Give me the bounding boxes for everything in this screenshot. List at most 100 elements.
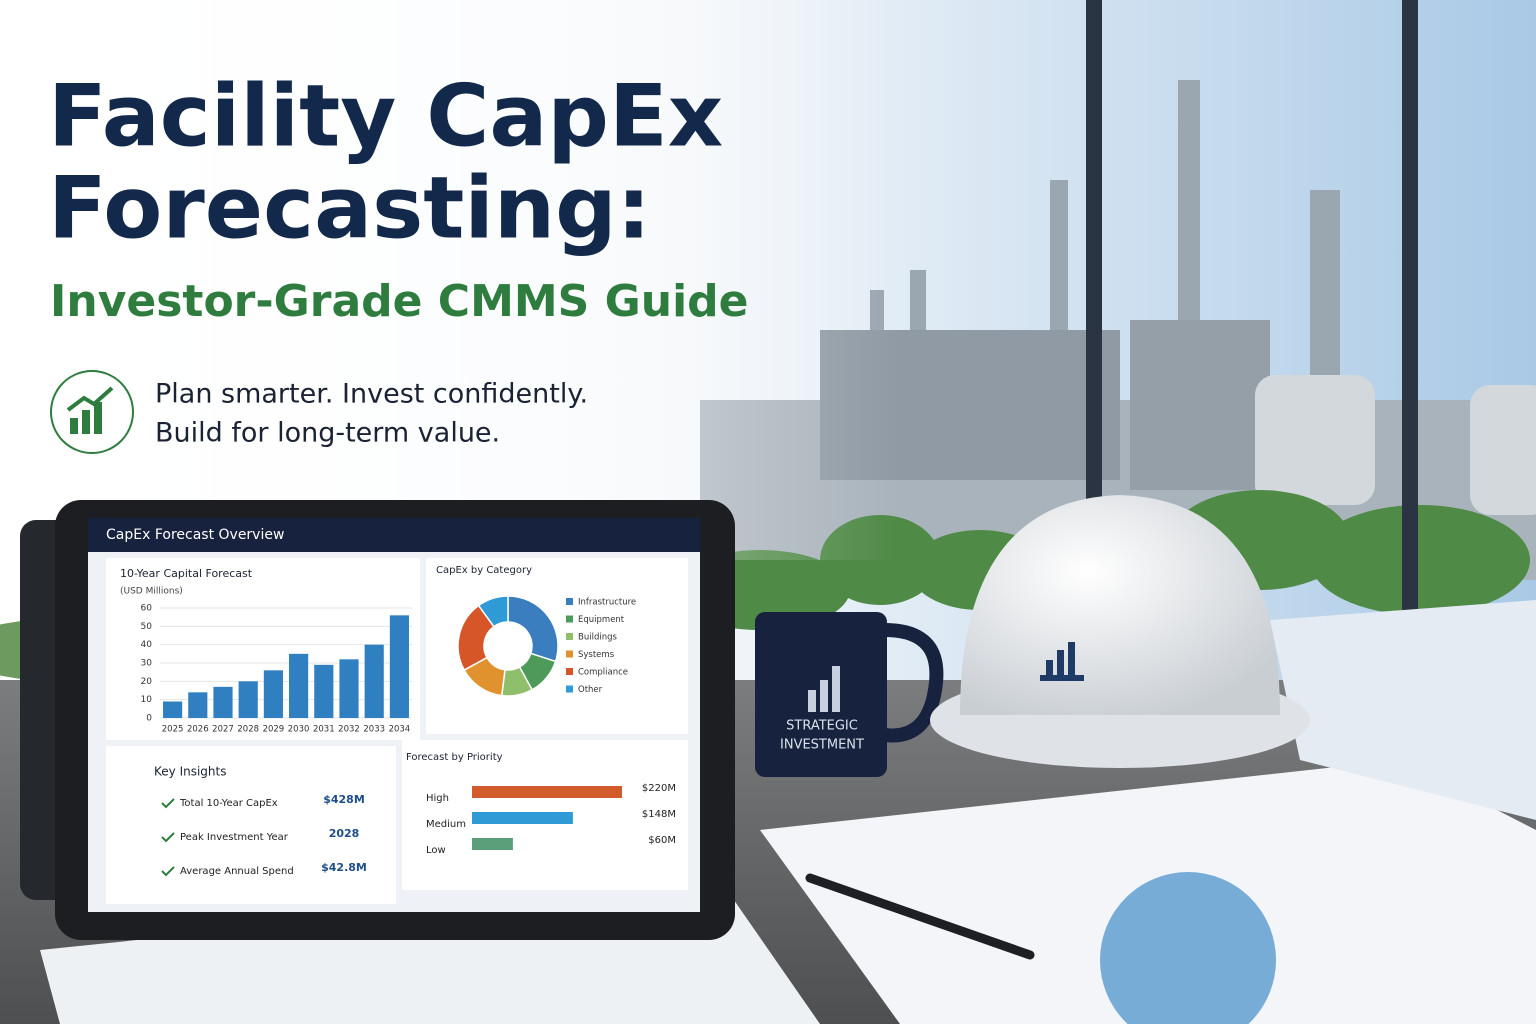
insight-value: $42.8M bbox=[321, 861, 367, 874]
x-tick-label: 2034 bbox=[389, 725, 411, 735]
mug-logo bbox=[808, 690, 816, 712]
legend-label: Systems bbox=[578, 650, 615, 660]
growth-icon bbox=[50, 370, 134, 454]
panel bbox=[106, 746, 396, 904]
bar bbox=[263, 670, 283, 718]
icon-arrow bbox=[66, 386, 114, 412]
y-tick-label: 30 bbox=[141, 659, 153, 669]
mug-logo bbox=[820, 680, 828, 712]
bar bbox=[188, 692, 208, 718]
legend-swatch bbox=[566, 668, 573, 675]
bar bbox=[339, 659, 359, 718]
tablet: CapEx Forecast Overview 10-Year Capital … bbox=[20, 500, 735, 940]
tagline: Plan smarter. Invest confidently. bbox=[155, 379, 588, 410]
tank bbox=[1255, 375, 1375, 505]
category-label: Medium bbox=[426, 819, 466, 830]
bar bbox=[314, 664, 334, 718]
hat-logo bbox=[1040, 675, 1084, 681]
x-tick-label: 2027 bbox=[212, 725, 234, 735]
bar bbox=[389, 615, 409, 718]
donut-slice bbox=[477, 595, 509, 628]
icon-circle bbox=[50, 370, 134, 454]
hat-dome bbox=[960, 495, 1280, 715]
mug-handle bbox=[884, 623, 944, 743]
y-tick-label: 60 bbox=[141, 604, 153, 614]
legend-label: Buildings bbox=[578, 633, 617, 643]
tagline: Build for long-term value. bbox=[155, 418, 500, 449]
bar bbox=[472, 838, 513, 850]
y-tick-label: 40 bbox=[141, 640, 153, 650]
legend-swatch bbox=[566, 633, 573, 640]
check-icon bbox=[161, 866, 175, 877]
y-tick-label: 10 bbox=[141, 695, 153, 705]
check-icon bbox=[161, 832, 175, 843]
plant-block bbox=[1130, 320, 1270, 490]
value-label: $220M bbox=[642, 783, 676, 794]
insight-label: Peak Investment Year bbox=[180, 832, 289, 843]
screen-header bbox=[88, 518, 700, 552]
panel-title: Forecast by Priority bbox=[406, 752, 503, 763]
legend-label: Infrastructure bbox=[578, 598, 636, 608]
hat-logo bbox=[1057, 650, 1064, 675]
insight-label: Average Annual Spend bbox=[180, 866, 294, 877]
bar bbox=[163, 701, 183, 718]
bar bbox=[364, 644, 384, 718]
x-tick-label: 2029 bbox=[263, 725, 285, 735]
blueprint-roll bbox=[1270, 600, 1536, 820]
legend-label: Compliance bbox=[578, 668, 628, 678]
subtitle: Investor-Grade CMMS Guide bbox=[50, 276, 749, 327]
insight-value: 2028 bbox=[329, 827, 360, 840]
chimney bbox=[1178, 80, 1200, 380]
icon-bar bbox=[70, 418, 78, 434]
insight-value: $428M bbox=[323, 793, 365, 806]
x-tick-label: 2031 bbox=[313, 725, 335, 735]
x-tick-label: 2033 bbox=[363, 725, 385, 735]
x-tick-label: 2032 bbox=[338, 725, 360, 735]
bar bbox=[238, 681, 258, 718]
legend-swatch bbox=[566, 615, 573, 623]
title-line: Forecasting: bbox=[48, 158, 651, 258]
x-tick-label: 2026 bbox=[187, 725, 209, 735]
x-tick-label: 2028 bbox=[237, 725, 259, 735]
hat-logo bbox=[1068, 642, 1075, 675]
tank bbox=[1470, 385, 1536, 515]
check-icon bbox=[161, 798, 175, 809]
bar bbox=[213, 686, 233, 718]
tree bbox=[1310, 505, 1530, 615]
icon-bar bbox=[94, 402, 102, 434]
y-tick-label: 50 bbox=[141, 622, 153, 632]
x-tick-label: 2025 bbox=[162, 725, 184, 735]
panel-title: Key Insights bbox=[154, 765, 226, 779]
dashboard-title: CapEx Forecast Overview bbox=[106, 527, 284, 543]
legend-swatch bbox=[566, 685, 573, 693]
category-label: High bbox=[426, 793, 449, 804]
y-tick-label: 20 bbox=[141, 677, 153, 687]
bar bbox=[472, 786, 622, 798]
value-label: $60M bbox=[648, 835, 676, 846]
hat-logo bbox=[1046, 660, 1053, 675]
legend-swatch bbox=[566, 598, 573, 605]
legend-label: Equipment bbox=[578, 615, 625, 625]
panel-title: CapEx by Category bbox=[436, 565, 532, 576]
axis-label: (USD Millions) bbox=[120, 587, 183, 597]
panel-title: 10-Year Capital Forecast bbox=[120, 567, 253, 580]
legend-swatch bbox=[566, 650, 573, 658]
category-label: Low bbox=[426, 845, 446, 856]
text-backdrop bbox=[0, 0, 900, 560]
bar bbox=[472, 812, 573, 824]
mug-text: INVESTMENT bbox=[780, 738, 864, 753]
legend-label: Other bbox=[578, 685, 603, 695]
x-tick-label: 2030 bbox=[288, 725, 310, 735]
mug-logo bbox=[832, 666, 840, 712]
icon-bar bbox=[82, 410, 90, 434]
tower bbox=[1310, 190, 1340, 410]
window-frame bbox=[1402, 0, 1418, 700]
title-line: Facility CapEx bbox=[48, 66, 723, 166]
insight-label: Total 10-Year CapEx bbox=[179, 798, 278, 809]
mug: STRATEGIC INVESTMENT bbox=[755, 612, 944, 777]
value-label: $148M bbox=[642, 809, 676, 820]
y-tick-label: 0 bbox=[146, 714, 152, 724]
mug-text: STRATEGIC bbox=[786, 719, 858, 734]
paper-pie bbox=[1100, 872, 1276, 1024]
